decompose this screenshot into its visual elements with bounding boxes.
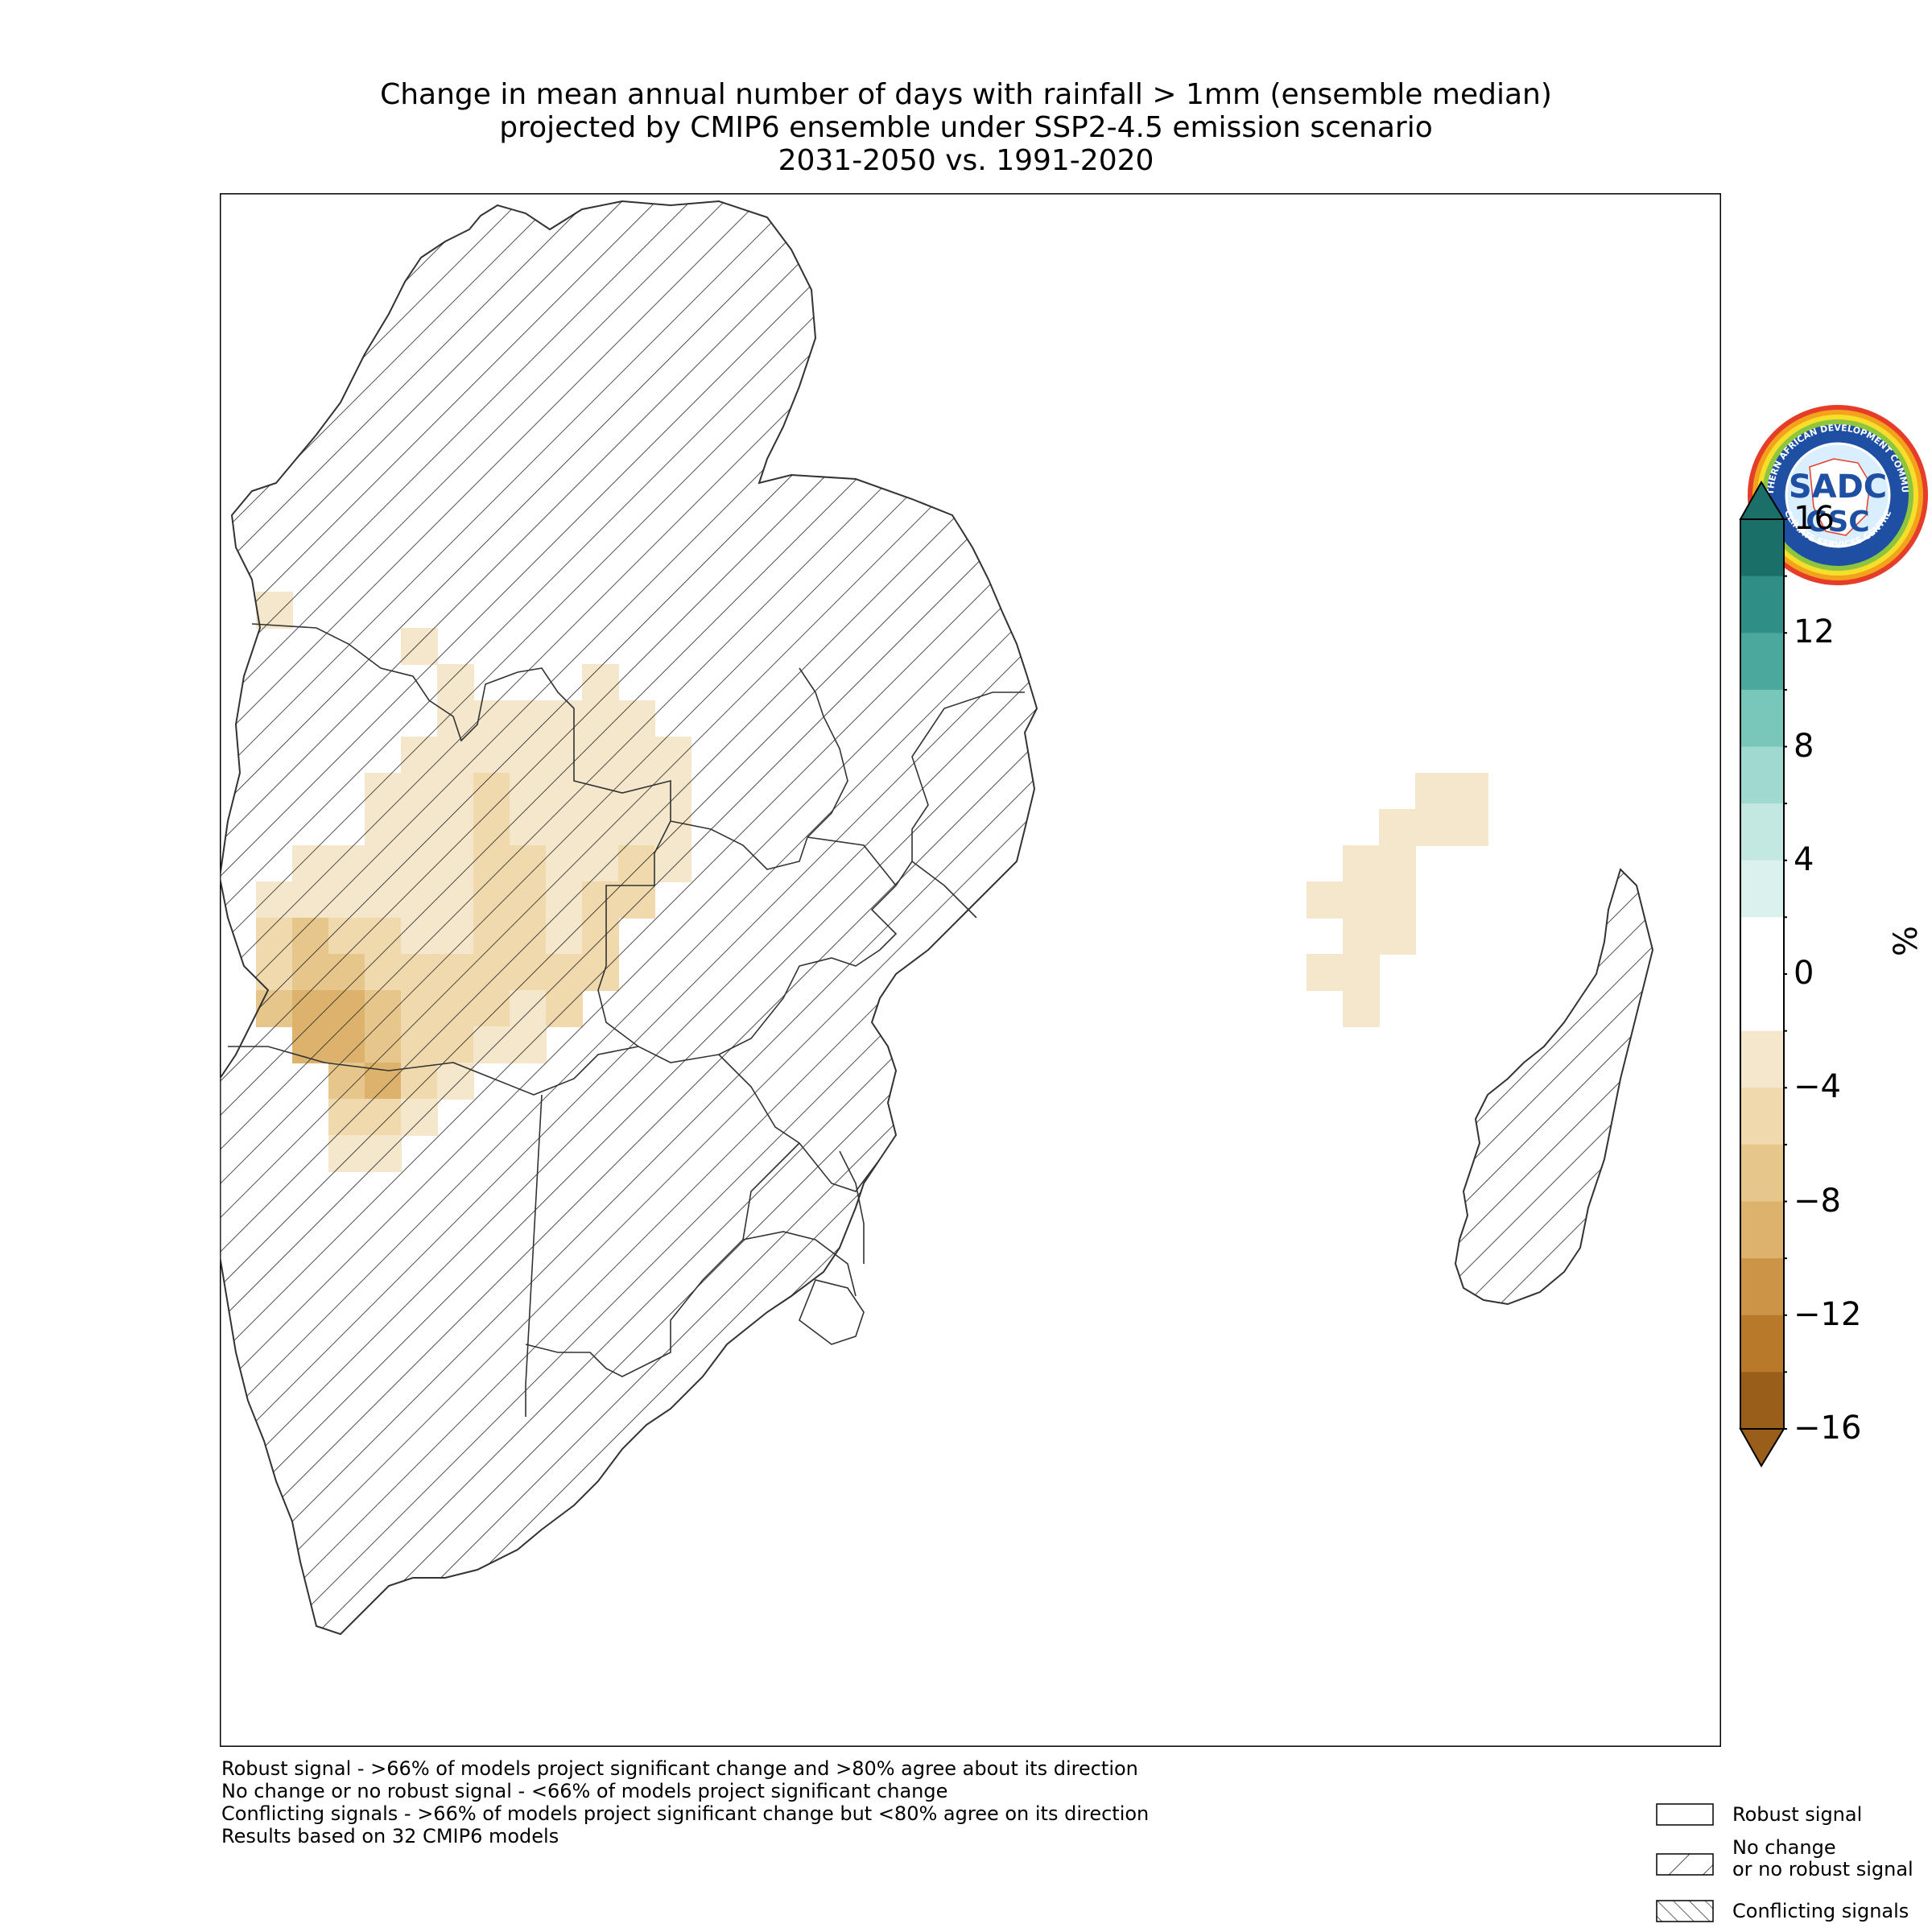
island-grid-cell	[1415, 773, 1452, 810]
island-grid-cell	[1379, 918, 1416, 955]
legend-swatch-no-change	[1656, 1853, 1714, 1876]
island-grid-cell	[1307, 954, 1344, 991]
colorbar-segment	[1740, 1088, 1784, 1146]
island-grid-cell	[1343, 845, 1380, 882]
colorbar-segment	[1740, 917, 1784, 975]
footnote-no-change: No change or no robust signal - <66% of …	[221, 1780, 948, 1802]
legend-label-conflicting: Conflicting signals	[1732, 1900, 1909, 1922]
colorbar-tick-label: 0	[1794, 955, 1814, 992]
colorbar-tick-label: 8	[1794, 727, 1814, 765]
colorbar-tick-label: −8	[1794, 1182, 1841, 1220]
legend-label-no-change-1: No change	[1732, 1836, 1836, 1859]
madagascar-coastline	[1454, 868, 1654, 1306]
colorbar-tick-label: −4	[1794, 1068, 1841, 1106]
colorbar-segment	[1740, 1144, 1784, 1202]
legend-swatch-robust	[1656, 1803, 1714, 1826]
sadc-csc-logo: SADC CSC SOUTHERN AFRICAN DEVELOPMENT CO…	[1741, 394, 1930, 591]
title-line-2: projected by CMIP6 ensemble under SSP2-4…	[499, 111, 1433, 144]
title-line-1: Change in mean annual number of days wit…	[380, 78, 1552, 111]
colorbar-segments	[1739, 481, 1787, 1468]
colorbar-segment	[1740, 519, 1784, 577]
footnote-models: Results based on 32 CMIP6 models	[221, 1825, 559, 1847]
logo-mark: SADC	[1789, 469, 1887, 506]
country-borders	[228, 623, 1025, 1417]
colorbar-tick-label: −12	[1794, 1295, 1862, 1333]
colorbar-segment	[1740, 633, 1784, 691]
colorbar-tick-label: 12	[1794, 613, 1835, 651]
colorbar-extend-max	[1739, 481, 1785, 520]
legend-label-no-change-2: or no robust signal	[1732, 1858, 1913, 1880]
footnote-conflicting: Conflicting signals - >66% of models pro…	[221, 1802, 1150, 1825]
island-grid-cell	[1343, 990, 1380, 1027]
colorbar-segment	[1740, 689, 1784, 747]
colorbar-segment	[1740, 1030, 1784, 1088]
island-grid-cell	[1343, 954, 1380, 991]
island-grid-cell	[1379, 845, 1416, 882]
map-title: Change in mean annual number of days wit…	[0, 78, 1932, 177]
colorbar-segment	[1740, 576, 1784, 634]
colorbar-tick-label: 16	[1794, 500, 1835, 537]
legend-label-robust: Robust signal	[1732, 1803, 1863, 1826]
logo-emblem: SADC CSC SOUTHERN AFRICAN DEVELOPMENT CO…	[1741, 394, 1928, 585]
footnotes: Robust signal - >66% of models project s…	[221, 1757, 1149, 1847]
colorbar-segment	[1740, 746, 1784, 804]
island-grid-cell	[1379, 881, 1416, 919]
colorbar-tick-label: 4	[1794, 840, 1814, 878]
colorbar-segment	[1740, 1258, 1784, 1316]
island-grid-cell	[1343, 918, 1380, 955]
island-grid-cell	[1451, 773, 1488, 810]
colorbar-segment	[1740, 1372, 1784, 1430]
legend-swatch-conflicting	[1656, 1900, 1714, 1922]
colorbar-segment	[1740, 1201, 1784, 1259]
hatch-no-robust-signal-mainland	[220, 201, 1037, 1634]
map-panel: SADC CSC SOUTHERN AFRICAN DEVELOPMENT CO…	[220, 193, 1928, 1922]
island-grid-cell	[1451, 809, 1488, 846]
island-grid-cell	[1307, 881, 1344, 919]
island-grid-cell	[1379, 809, 1416, 846]
colorbar-tick-label: −16	[1794, 1410, 1862, 1447]
colorbar-segment	[1740, 860, 1784, 918]
logo-sub: CSC	[1806, 506, 1869, 539]
island-grid-cell	[1343, 881, 1380, 919]
footnote-robust: Robust signal - >66% of models project s…	[221, 1757, 1138, 1780]
island-grid-cell	[1415, 809, 1452, 846]
colorbar-segment	[1740, 803, 1784, 861]
colorbar	[1739, 481, 1787, 1468]
colorbar-extend-min	[1739, 1428, 1785, 1468]
map-canvas	[220, 193, 1721, 1747]
colorbar-unit: %	[1888, 925, 1925, 956]
title-line-3: 2031-2050 vs. 1991-2020	[778, 144, 1154, 177]
colorbar-segment	[1740, 1315, 1784, 1373]
colorbar-segment	[1740, 974, 1784, 1032]
